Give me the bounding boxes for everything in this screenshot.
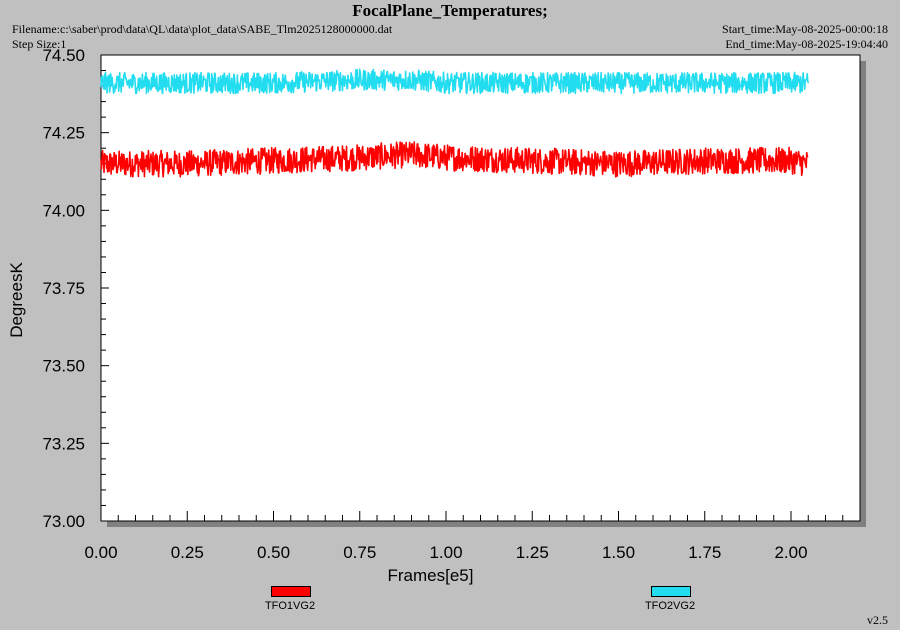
- end-time-label: End_time:May-08-2025-19:04:40: [725, 37, 888, 51]
- y-axis-label: DegreesK: [7, 262, 26, 338]
- x-tick-label: 0.25: [171, 543, 204, 562]
- legend-label-tfo2vg2: TFO2VG2: [644, 600, 696, 612]
- y-tick-label: 73.25: [42, 434, 85, 453]
- y-tick-label: 74.00: [42, 201, 85, 220]
- filename-label: Filename:c:\saber\prod\data\QL\data\plot…: [12, 22, 393, 36]
- y-tick-label: 74.50: [42, 46, 85, 65]
- y-tick-label: 74.25: [42, 124, 85, 143]
- x-tick-label: 0.50: [257, 543, 290, 562]
- x-tick-label: 0.00: [84, 543, 117, 562]
- chart-title: FocalPlane_Temperatures;: [352, 1, 548, 20]
- x-tick-label: 1.00: [429, 543, 462, 562]
- y-tick-label: 73.00: [42, 512, 85, 531]
- x-tick-label: 2.00: [774, 543, 807, 562]
- x-tick-label: 1.50: [602, 543, 635, 562]
- x-axis-label: Frames[e5]: [388, 566, 474, 585]
- step-size-label: Step Size:1: [12, 37, 67, 51]
- series-line-tfo1vg2: [100, 141, 809, 178]
- legend-swatch-tfo1vg2: [271, 586, 311, 597]
- y-tick-label: 73.75: [42, 279, 85, 298]
- x-tick-label: 1.75: [688, 543, 721, 562]
- series-line-tfo2vg2: [100, 68, 810, 95]
- start-time-label: Start_time:May-08-2025-00:00:18: [722, 22, 888, 36]
- plot-area: [100, 54, 861, 522]
- x-tick-label: 1.25: [516, 543, 549, 562]
- legend-label-tfo1vg2: TFO1VG2: [264, 600, 316, 612]
- legend-swatch-tfo2vg2: [651, 586, 691, 597]
- version-label: v2.5: [867, 613, 888, 627]
- x-tick-label: 0.75: [343, 543, 376, 562]
- y-tick-label: 73.50: [42, 357, 85, 376]
